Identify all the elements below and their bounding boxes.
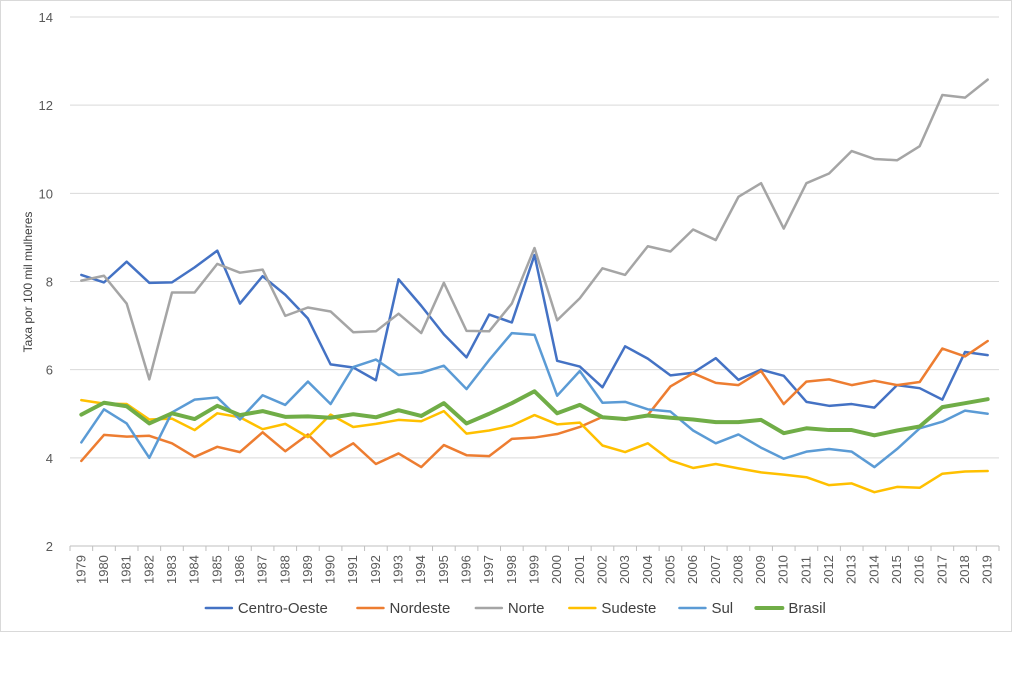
x-tick-label: 1984 xyxy=(187,555,202,584)
x-tick-label: 2003 xyxy=(617,555,632,584)
series-line-brasil xyxy=(79,389,990,438)
x-tick-label: 2008 xyxy=(730,555,745,584)
y-axis-title: Taxa por 100 mil mulheres xyxy=(21,212,35,353)
x-tick-label: 2007 xyxy=(708,555,723,584)
x-tick-label: 1983 xyxy=(164,555,179,584)
legend-label: Norte xyxy=(508,600,545,617)
x-tick-label: 2018 xyxy=(957,555,972,584)
legend-label: Nordeste xyxy=(389,600,450,617)
x-tick-label: 1995 xyxy=(436,555,451,584)
y-tick-label: 8 xyxy=(46,275,53,290)
x-tick-label: 2000 xyxy=(549,555,564,584)
x-tick-label: 2013 xyxy=(844,555,859,584)
x-tick-label: 1993 xyxy=(391,555,406,584)
x-tick-label: 1998 xyxy=(504,555,519,584)
y-tick-label: 2 xyxy=(46,539,53,554)
y-axis-tick-labels: 2 4 6 8 10 12 14 xyxy=(39,10,53,554)
legend-item: Centro-Oeste xyxy=(204,600,328,617)
x-tick-label: 2015 xyxy=(889,555,904,584)
x-tick-label: 1996 xyxy=(459,555,474,584)
x-tick-label: 1994 xyxy=(413,555,428,584)
x-tick-label: 1982 xyxy=(141,555,156,584)
legend-item: Sul xyxy=(678,600,733,617)
x-tick-label: 1980 xyxy=(96,555,111,584)
x-tick-label: 2014 xyxy=(866,555,881,584)
legend-item: Sudeste xyxy=(568,600,656,617)
x-tick-label: 2019 xyxy=(980,555,995,584)
gridlines xyxy=(69,16,1000,551)
x-tick-label: 2010 xyxy=(776,555,791,584)
x-tick-label: 2004 xyxy=(640,555,655,584)
series-line-nordeste xyxy=(80,339,989,469)
legend-label: Sul xyxy=(711,600,733,617)
x-tick-label: 2009 xyxy=(753,555,768,584)
y-tick-label: 6 xyxy=(46,363,53,378)
legend-label: Sudeste xyxy=(601,600,656,617)
x-tick-label: 1985 xyxy=(209,555,224,584)
series-line-norte xyxy=(80,78,989,381)
x-tick-label: 2006 xyxy=(685,555,700,584)
y-tick-label: 4 xyxy=(46,451,53,466)
x-tick-label: 2001 xyxy=(572,555,587,584)
y-tick-label: 14 xyxy=(39,10,53,25)
x-tick-label: 2012 xyxy=(821,555,836,584)
legend-label: Centro-Oeste xyxy=(238,600,328,617)
legend-label: Brasil xyxy=(788,600,826,617)
legend-item: Norte xyxy=(474,600,545,617)
x-tick-label: 1988 xyxy=(277,555,292,584)
y-tick-label: 10 xyxy=(39,186,53,201)
x-tick-label: 1986 xyxy=(232,555,247,584)
x-tick-label: 1989 xyxy=(300,555,315,584)
x-tick-label: 1979 xyxy=(73,555,88,584)
x-tick-label: 1987 xyxy=(255,555,270,584)
x-tick-label: 1981 xyxy=(119,555,134,584)
series-line-sudeste xyxy=(80,398,989,494)
x-axis-tick-labels: 1979 1980 1981 1982 1983 1984 1985 1986 1987 1988… xyxy=(73,555,994,584)
x-tick-label: 1997 xyxy=(481,555,496,584)
legend: Centro-Oeste Nordeste Norte Sudeste Sul Brasi… xyxy=(204,600,826,617)
x-tick-label: 1992 xyxy=(368,555,383,584)
x-tick-label: 1999 xyxy=(527,555,542,584)
legend-item: Brasil xyxy=(754,600,826,617)
x-tick-label: 1990 xyxy=(323,555,338,584)
x-tick-label: 2017 xyxy=(934,555,949,584)
x-tick-label: 2011 xyxy=(798,556,813,584)
x-tick-label: 2005 xyxy=(662,555,677,584)
x-tick-label: 1991 xyxy=(345,555,360,584)
series-lines xyxy=(79,78,990,494)
y-tick-label: 12 xyxy=(39,98,53,113)
x-tick-label: 2016 xyxy=(912,555,927,584)
legend-item: Nordeste xyxy=(356,600,450,617)
series-line-centro-oeste xyxy=(80,249,989,409)
chart-frame: 2 4 6 8 10 12 14 1979 1980 1981 1982 1983 1984 1985 1… xyxy=(0,0,1012,632)
x-tick-label: 2002 xyxy=(594,555,609,584)
